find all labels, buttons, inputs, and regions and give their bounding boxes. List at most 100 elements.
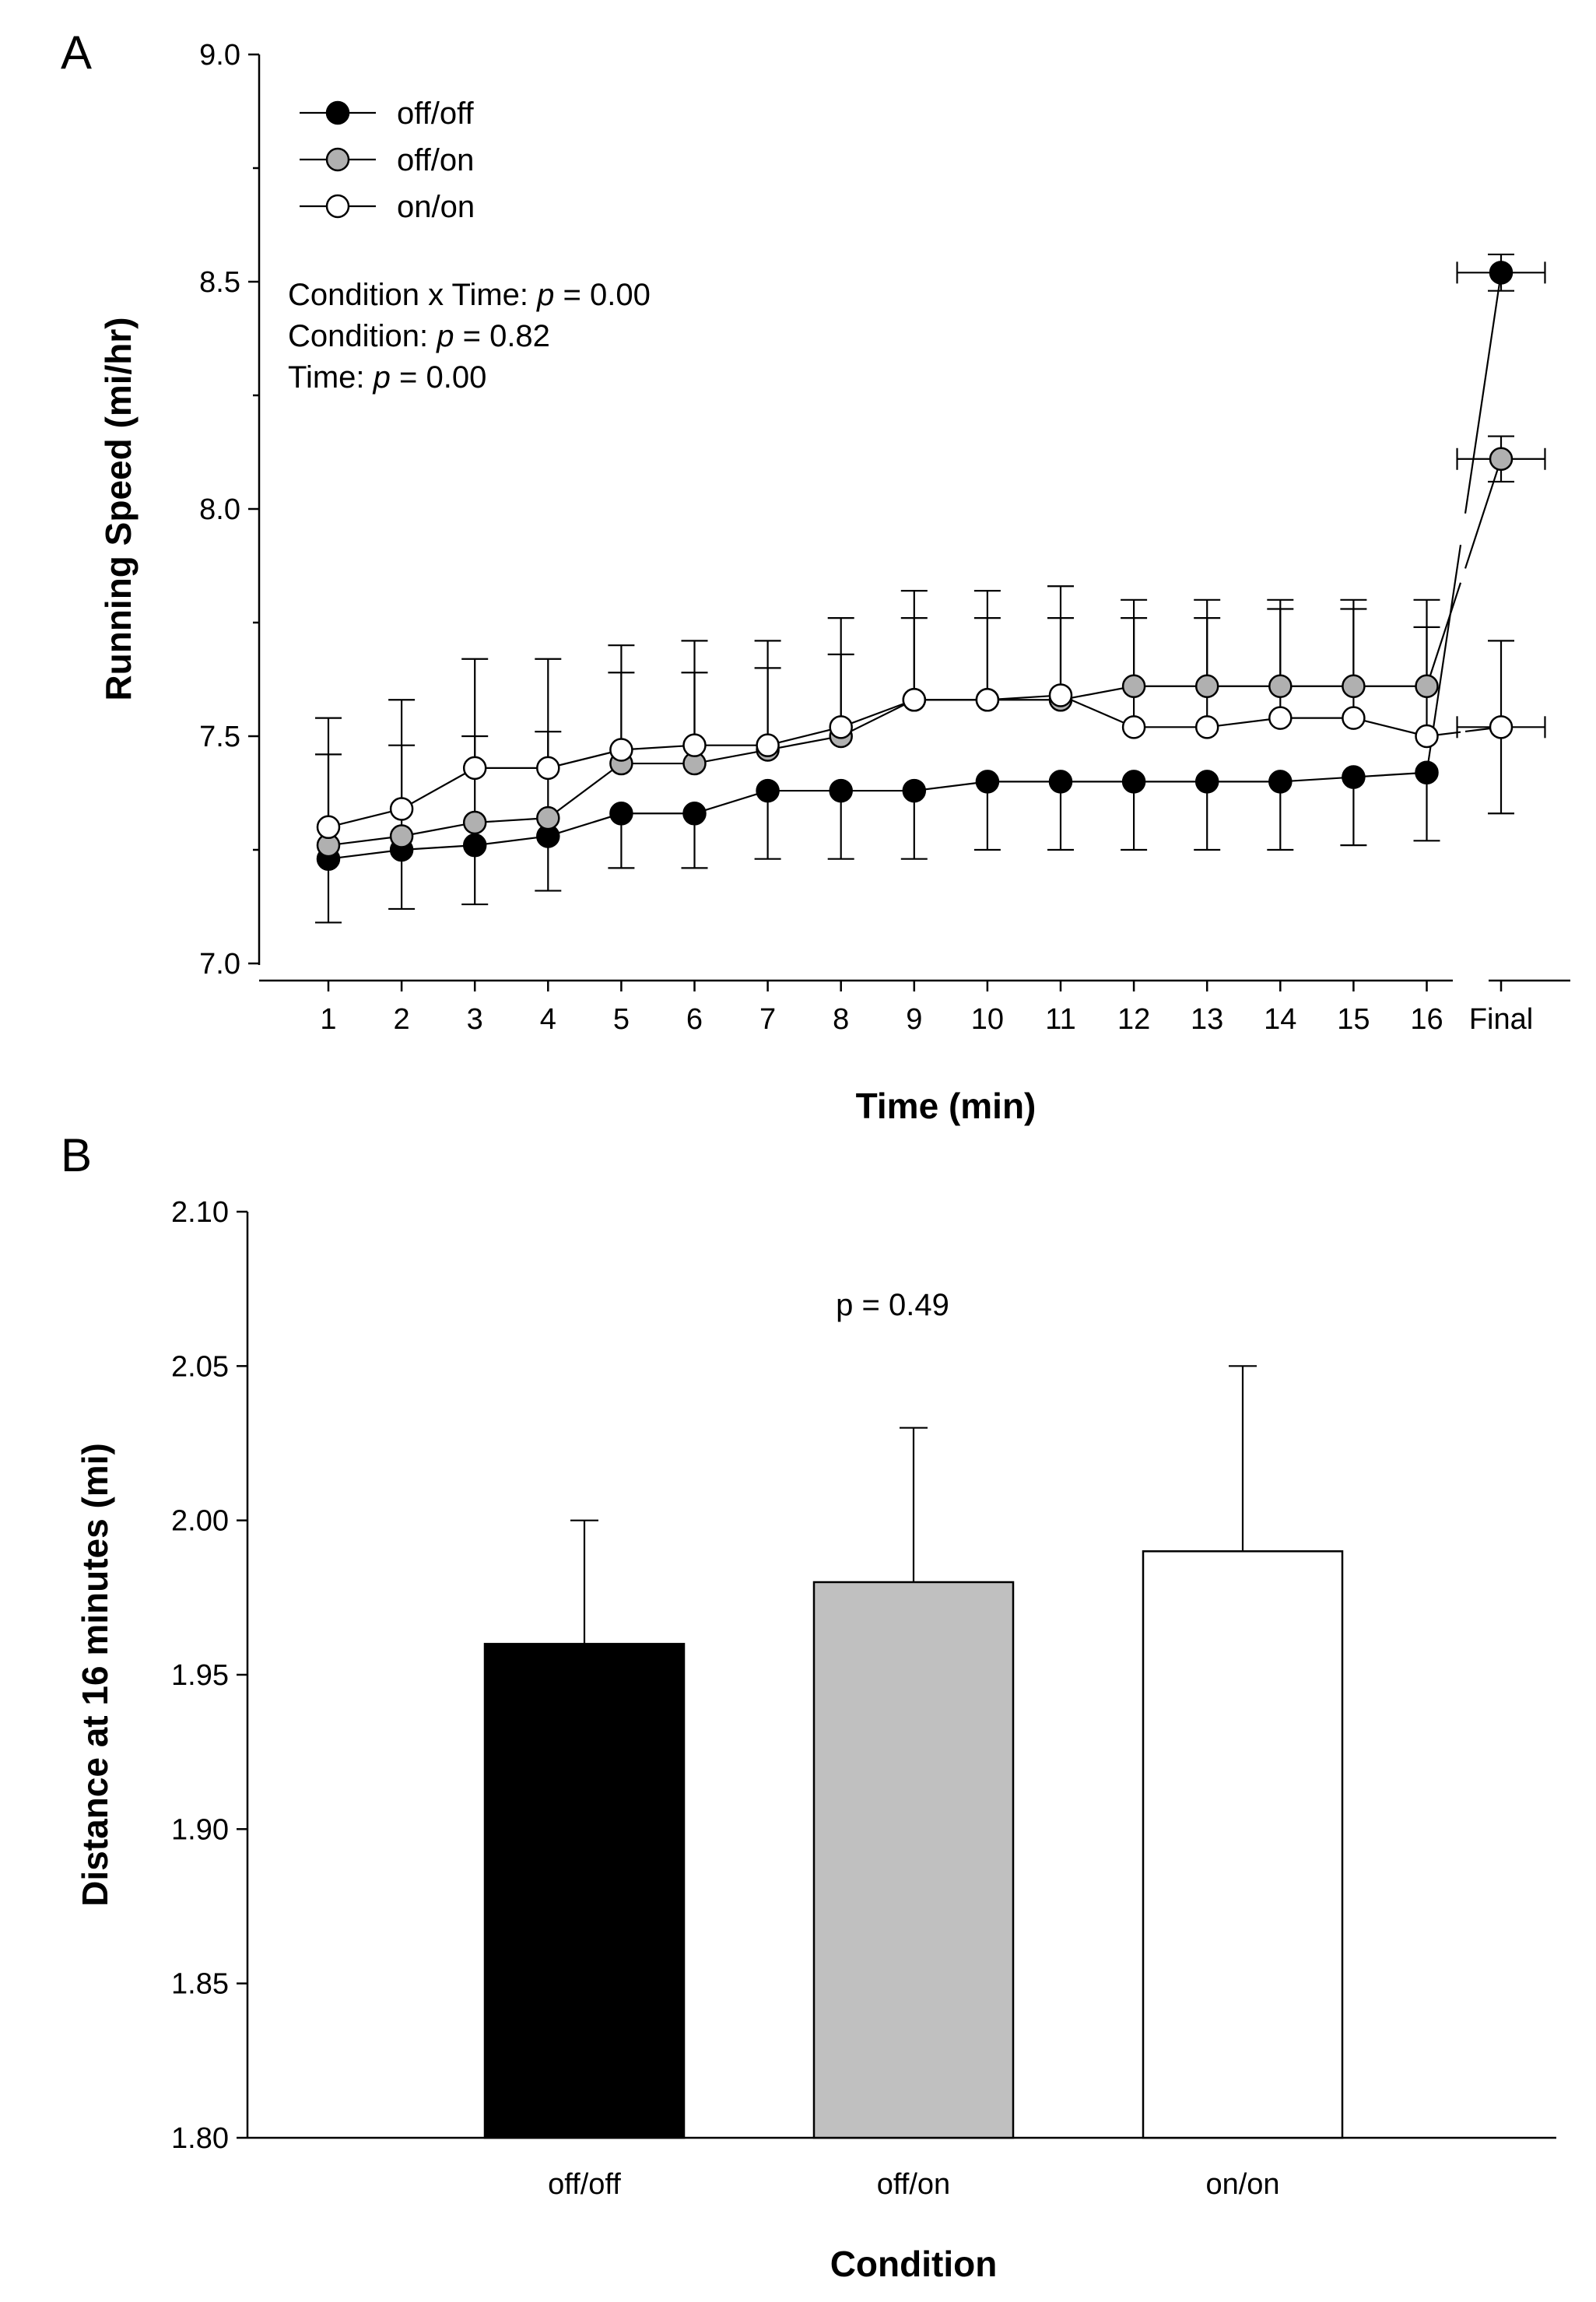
series-connector-final-1 — [1464, 458, 1503, 569]
x-tick-label: 14 — [1264, 1003, 1296, 1036]
y-axis-title: Distance at 16 minutes (mi) — [75, 1443, 115, 1907]
data-point-on-on — [682, 733, 707, 757]
y-tick-label: 2.05 — [171, 1350, 229, 1383]
x-tick-label: 7 — [759, 1003, 776, 1036]
data-point-on-on — [389, 797, 414, 821]
x-tick-label: 3 — [467, 1003, 483, 1036]
x-tick-label-final: Final — [1469, 1003, 1533, 1036]
y-tick-label: 2.00 — [171, 1505, 229, 1538]
data-point-off-off — [1415, 760, 1439, 784]
legend-marker — [325, 147, 350, 172]
x-tick-label: 16 — [1410, 1003, 1443, 1036]
x-tick-label: 11 — [1045, 1003, 1075, 1036]
y-tick-label: 9.0 — [199, 39, 240, 72]
data-point-off-on — [462, 810, 487, 835]
data-point-off-on — [1342, 674, 1366, 699]
data-point-off-on — [1194, 674, 1219, 699]
panel-a-label: A — [61, 26, 92, 79]
data-point-off-on — [389, 824, 414, 848]
data-point-off-off — [462, 833, 487, 858]
final-point-on-on — [1489, 715, 1514, 739]
series-line-1 — [328, 685, 1427, 847]
x-axis-title: Condition — [830, 2244, 998, 2284]
data-point-off-off — [756, 778, 780, 803]
y-tick-label: 1.95 — [171, 1659, 229, 1692]
legend-label: on/on — [397, 190, 475, 224]
data-point-on-on — [1048, 683, 1073, 707]
series-line-2 — [328, 694, 1427, 828]
legend-marker — [325, 194, 350, 219]
x-tick-label: 8 — [833, 1003, 849, 1036]
bar-on-on — [1142, 1550, 1344, 2139]
data-point-on-on — [1121, 715, 1146, 739]
stat-annotation: Condition x Time: p = 0.00 — [288, 278, 651, 312]
data-point-on-on — [829, 715, 853, 739]
stat-prefix: Condition x Time: — [288, 278, 537, 312]
data-point-off-off — [609, 802, 633, 826]
data-point-on-on — [975, 688, 1000, 712]
stat-p: p — [436, 319, 454, 353]
y-tick-label: 1.80 — [171, 2122, 229, 2155]
stat-suffix: = 0.82 — [454, 319, 549, 353]
data-point-on-on — [756, 733, 780, 757]
panel-b-label: B — [61, 1129, 92, 1181]
x-tick-label: 13 — [1191, 1003, 1223, 1036]
x-axis-title: Time (min) — [856, 1086, 1037, 1126]
data-point-off-off — [1048, 770, 1073, 794]
data-point-on-on — [1342, 706, 1366, 730]
y-tick-label: 7.0 — [199, 948, 240, 981]
bar-off-off — [483, 1643, 686, 2139]
x-tick-label: 2 — [394, 1003, 410, 1036]
y-tick-label: 2.10 — [171, 1196, 229, 1229]
series-connector-final-0 — [1464, 272, 1503, 514]
x-tick-label: 1 — [320, 1003, 336, 1036]
data-point-on-on — [462, 756, 487, 781]
final-point-off-off — [1489, 261, 1514, 285]
data-point-on-on — [536, 756, 560, 781]
p-value-annotation: p = 0.49 — [836, 1288, 949, 1322]
stat-prefix: Condition: — [288, 319, 437, 353]
data-point-off-off — [682, 802, 707, 826]
x-tick-label: off/on — [877, 2168, 950, 2201]
legend-marker — [325, 100, 350, 125]
bar-off-on — [812, 1581, 1015, 2139]
y-tick-label: 7.5 — [199, 721, 240, 753]
data-point-off-on — [1415, 674, 1439, 699]
y-axis-title: Running Speed (mi/hr) — [98, 317, 139, 700]
stat-suffix: = 0.00 — [391, 360, 486, 395]
data-point-on-on — [1268, 706, 1293, 730]
panel-a-chart: 7.07.58.08.59.01 2 3 4 5 6 7 8 9 10 11 12 13 14 15 16 Fi… — [98, 39, 1570, 1126]
final-point-off-on — [1489, 447, 1514, 472]
data-point-off-on — [536, 805, 560, 830]
data-point-off-on — [1268, 674, 1293, 699]
legend-label: off/on — [397, 143, 474, 177]
data-point-off-off — [1121, 770, 1146, 794]
data-point-off-on — [1121, 674, 1146, 699]
data-point-on-on — [1194, 715, 1219, 739]
y-tick-label: 8.0 — [199, 493, 240, 526]
stat-p: p — [373, 360, 391, 395]
stat-p: p — [536, 278, 554, 312]
stat-suffix: = 0.00 — [554, 278, 650, 312]
data-point-off-off — [1194, 770, 1219, 794]
data-point-off-off — [975, 770, 1000, 794]
data-point-on-on — [609, 738, 633, 762]
series-line-0 — [328, 771, 1427, 860]
y-tick-label: 8.5 — [199, 266, 240, 299]
data-point-on-on — [902, 688, 927, 712]
data-point-off-off — [1268, 770, 1293, 794]
data-point-on-on — [316, 815, 341, 840]
data-point-off-off — [902, 778, 927, 803]
panel-b-chart: 1.80 1.85 1.90 1.95 2.00 2.05 2.10 off/off off/o… — [75, 1196, 1556, 2284]
stat-prefix: Time: — [288, 360, 374, 395]
y-tick-label: 1.85 — [171, 1968, 229, 2001]
x-tick-label: 12 — [1117, 1003, 1150, 1036]
x-tick-label: 5 — [613, 1003, 630, 1036]
data-point-off-off — [829, 778, 853, 803]
x-tick-label: 10 — [971, 1003, 1004, 1036]
data-point-off-off — [1342, 765, 1366, 789]
series-connector-1 — [1426, 582, 1462, 687]
y-tick-label: 1.90 — [171, 1813, 229, 1846]
stat-annotation: Condition: p = 0.82 — [288, 319, 550, 353]
